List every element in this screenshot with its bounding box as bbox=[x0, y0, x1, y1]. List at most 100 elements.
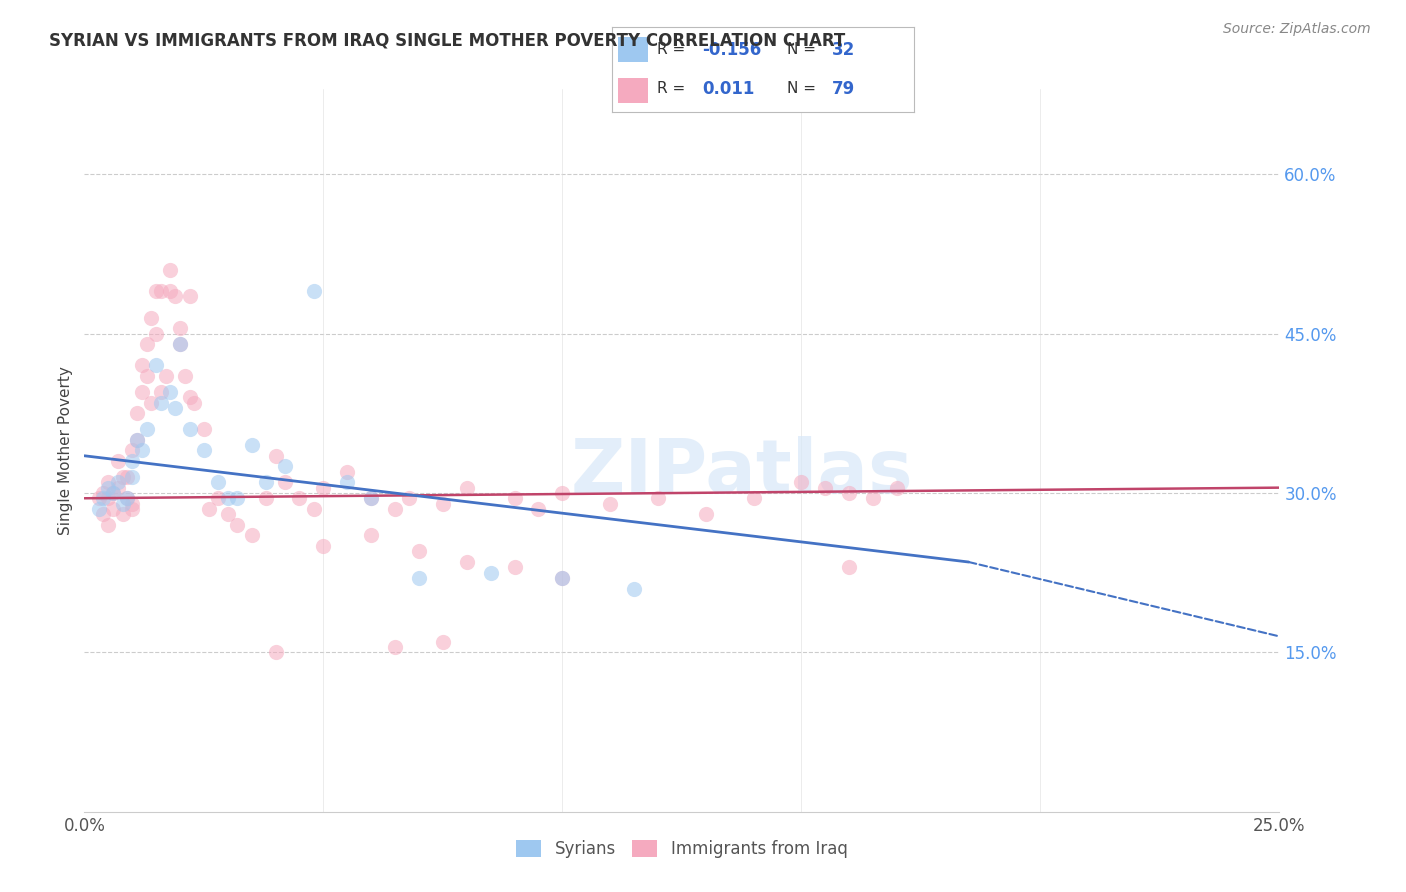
Point bbox=[790, 475, 813, 490]
Point bbox=[217, 491, 239, 506]
Point bbox=[179, 422, 201, 436]
Point bbox=[408, 544, 430, 558]
Point bbox=[503, 491, 526, 506]
Point bbox=[623, 582, 645, 596]
Point bbox=[838, 560, 860, 574]
Point bbox=[149, 384, 172, 399]
Point bbox=[384, 640, 406, 654]
Point bbox=[107, 481, 129, 495]
Point bbox=[149, 395, 172, 409]
Point bbox=[121, 470, 143, 484]
Point bbox=[141, 310, 163, 325]
Point bbox=[599, 497, 621, 511]
Point bbox=[159, 384, 181, 399]
Point bbox=[217, 507, 239, 521]
Point bbox=[384, 502, 406, 516]
Point bbox=[125, 433, 148, 447]
Point bbox=[503, 560, 526, 574]
Point bbox=[101, 486, 124, 500]
Point bbox=[360, 491, 382, 506]
Point bbox=[197, 502, 219, 516]
Point bbox=[398, 491, 420, 506]
Point bbox=[131, 384, 153, 399]
Point bbox=[814, 481, 837, 495]
Text: N =: N = bbox=[787, 81, 821, 96]
Point bbox=[179, 289, 201, 303]
Point bbox=[456, 555, 478, 569]
Point bbox=[121, 497, 143, 511]
Point bbox=[742, 491, 765, 506]
Point bbox=[193, 422, 215, 436]
Point bbox=[145, 284, 167, 298]
Point bbox=[135, 422, 157, 436]
Point bbox=[135, 369, 157, 384]
Point bbox=[155, 369, 177, 384]
Point bbox=[117, 470, 139, 484]
Point bbox=[193, 443, 215, 458]
Point bbox=[131, 359, 153, 373]
Point bbox=[173, 369, 195, 384]
Point bbox=[159, 263, 181, 277]
Point bbox=[93, 507, 115, 521]
Point bbox=[149, 284, 172, 298]
Point bbox=[240, 528, 263, 542]
Point bbox=[288, 491, 311, 506]
Point bbox=[93, 486, 115, 500]
Point bbox=[336, 475, 359, 490]
Point bbox=[479, 566, 502, 580]
Y-axis label: Single Mother Poverty: Single Mother Poverty bbox=[58, 366, 73, 535]
Point bbox=[125, 433, 148, 447]
Text: 32: 32 bbox=[832, 41, 855, 59]
Point bbox=[647, 491, 669, 506]
Point bbox=[183, 395, 205, 409]
Bar bbox=[617, 37, 648, 62]
Point bbox=[165, 289, 187, 303]
Point bbox=[97, 491, 120, 506]
Point bbox=[312, 481, 335, 495]
Point bbox=[145, 326, 167, 341]
Point bbox=[264, 449, 287, 463]
Point bbox=[226, 517, 249, 532]
Point bbox=[264, 645, 287, 659]
Text: N =: N = bbox=[787, 42, 821, 57]
Point bbox=[97, 481, 120, 495]
Point bbox=[131, 443, 153, 458]
Point bbox=[141, 395, 163, 409]
Point bbox=[226, 491, 249, 506]
Point bbox=[111, 507, 134, 521]
Point bbox=[551, 486, 574, 500]
Point bbox=[360, 491, 382, 506]
Legend: Syrians, Immigrants from Iraq: Syrians, Immigrants from Iraq bbox=[509, 833, 855, 865]
Point bbox=[274, 475, 297, 490]
Text: 0.011: 0.011 bbox=[703, 79, 755, 97]
Point bbox=[456, 481, 478, 495]
Point bbox=[117, 491, 139, 506]
Point bbox=[302, 502, 325, 516]
Text: ZIPatlas: ZIPatlas bbox=[571, 435, 912, 508]
Point bbox=[336, 465, 359, 479]
Point bbox=[121, 443, 143, 458]
Point bbox=[432, 634, 454, 648]
Point bbox=[207, 475, 229, 490]
Point bbox=[165, 401, 187, 415]
Text: Source: ZipAtlas.com: Source: ZipAtlas.com bbox=[1223, 22, 1371, 37]
Point bbox=[111, 470, 134, 484]
Point bbox=[87, 502, 110, 516]
Point bbox=[207, 491, 229, 506]
Point bbox=[312, 539, 335, 553]
Point bbox=[862, 491, 884, 506]
Point bbox=[101, 486, 124, 500]
Point bbox=[93, 491, 115, 506]
Text: 79: 79 bbox=[832, 79, 855, 97]
Point bbox=[97, 475, 120, 490]
Point bbox=[551, 571, 574, 585]
Point bbox=[121, 454, 143, 468]
Point bbox=[179, 390, 201, 404]
Point bbox=[111, 497, 134, 511]
Point bbox=[169, 337, 191, 351]
Point bbox=[87, 491, 110, 506]
Point bbox=[360, 528, 382, 542]
Point bbox=[838, 486, 860, 500]
Text: R =: R = bbox=[657, 81, 690, 96]
Point bbox=[254, 491, 277, 506]
